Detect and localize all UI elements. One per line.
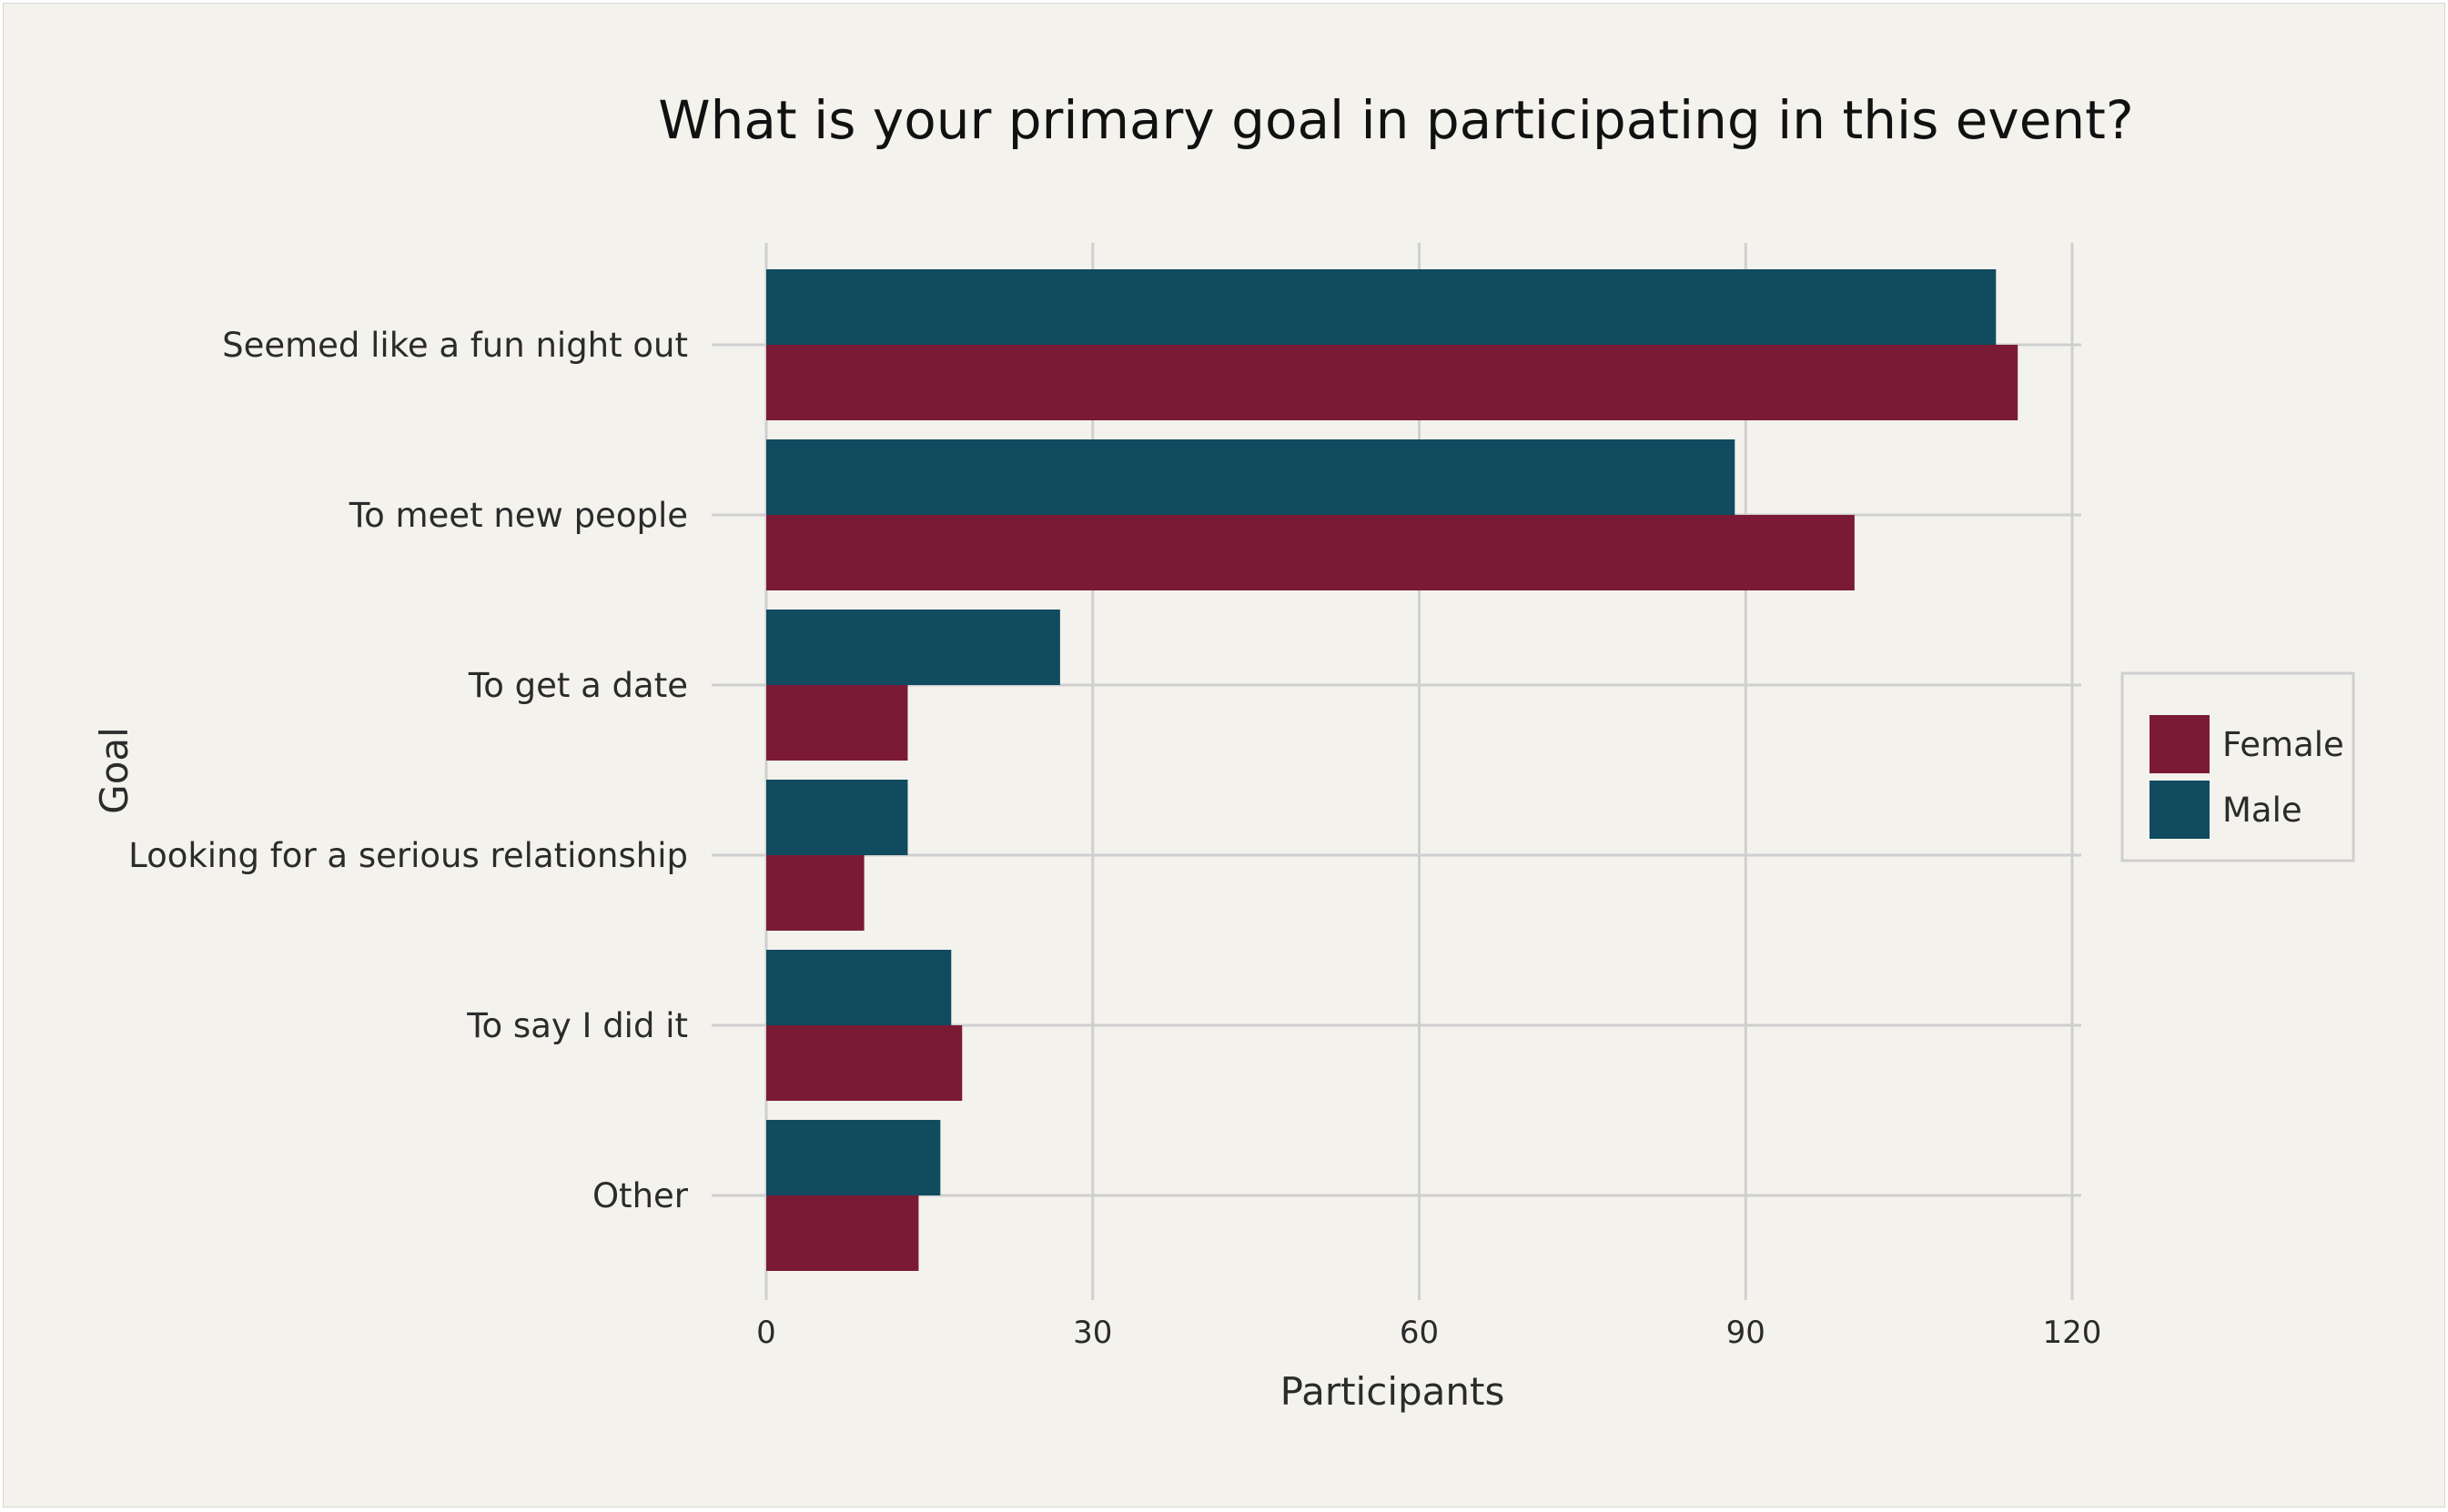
x-tick-label: 90 bbox=[1726, 1315, 1765, 1351]
bar-male bbox=[766, 439, 1735, 515]
category-label: Seemed like a fun night out bbox=[222, 326, 688, 365]
bar-male bbox=[766, 950, 952, 1025]
bar-female bbox=[766, 515, 1855, 590]
bars-layer bbox=[766, 269, 2018, 1271]
labels-layer: 0 30 60 90 120 Seemed like a fun night out To … bbox=[128, 326, 2101, 1351]
bar-female bbox=[766, 345, 2018, 420]
legend-swatch-female bbox=[2150, 715, 2210, 773]
bar-male bbox=[766, 780, 908, 855]
bar-male bbox=[766, 610, 1060, 685]
x-tick-label: 120 bbox=[2043, 1315, 2102, 1351]
bar-female bbox=[766, 1025, 963, 1101]
x-tick-label: 30 bbox=[1073, 1315, 1112, 1351]
bar-male bbox=[766, 1120, 941, 1195]
category-label: To say I did it bbox=[466, 1006, 688, 1045]
y-axis-title: Goal bbox=[92, 727, 137, 814]
chart-title: What is your primary goal in participati… bbox=[658, 89, 2133, 151]
legend-label-male: Male bbox=[2222, 791, 2302, 830]
x-axis-title: Participants bbox=[1280, 1369, 1505, 1414]
category-label: Other bbox=[592, 1176, 689, 1215]
x-tick-label: 0 bbox=[756, 1315, 776, 1351]
category-label: To meet new people bbox=[349, 496, 688, 535]
chart-root: What is your primary goal in participati… bbox=[3, 3, 2445, 1507]
x-tick-label: 60 bbox=[1400, 1315, 1439, 1351]
legend: Female Male bbox=[2120, 671, 2355, 862]
bar-female bbox=[766, 855, 865, 931]
bar-female bbox=[766, 685, 908, 761]
bar-chart: What is your primary goal in participati… bbox=[92, 89, 2355, 1414]
legend-label-female: Female bbox=[2222, 725, 2344, 764]
category-label: To get a date bbox=[468, 666, 688, 705]
category-label: Looking for a serious relationship bbox=[128, 836, 688, 875]
bar-female bbox=[766, 1195, 919, 1271]
bar-male bbox=[766, 269, 1997, 345]
legend-swatch-male bbox=[2150, 781, 2210, 839]
